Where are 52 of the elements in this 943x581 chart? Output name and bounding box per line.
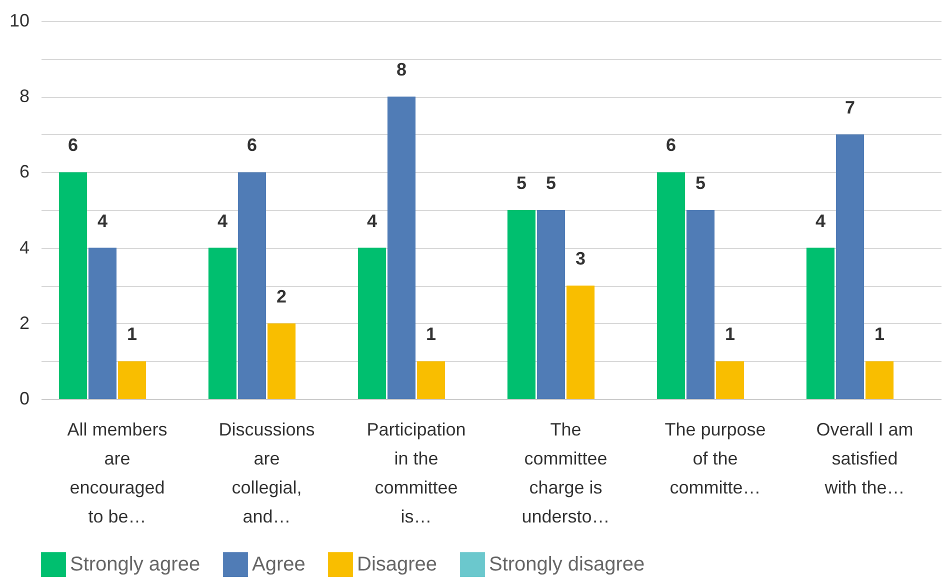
x-tick-label: All members are encouraged to be… xyxy=(67,420,168,526)
data-label: 6 xyxy=(666,135,676,156)
bar xyxy=(865,361,894,399)
legend-label: Strongly agree xyxy=(70,554,200,576)
legend-label: Agree xyxy=(252,554,306,576)
data-label: 1 xyxy=(874,324,885,344)
x-tick-label: Overall I am satisfied with the… xyxy=(816,420,914,498)
data-label: 5 xyxy=(546,173,556,193)
y-tick-label: 10 xyxy=(9,10,30,30)
bar xyxy=(387,96,416,399)
y-tick-label: 6 xyxy=(19,162,30,182)
bar xyxy=(267,323,296,399)
data-label: 2 xyxy=(276,286,287,306)
data-label: 4 xyxy=(366,210,377,231)
bar xyxy=(806,248,834,399)
bar xyxy=(88,248,117,399)
bar xyxy=(836,134,864,399)
data-label: 4 xyxy=(97,210,108,231)
data-label: 5 xyxy=(516,173,526,193)
x-tick-label: The committee charge is understo… xyxy=(522,420,610,526)
data-label: 3 xyxy=(576,248,586,269)
data-label: 1 xyxy=(127,324,138,344)
x-tick-label: The purpose of the committe… xyxy=(664,420,766,498)
bar xyxy=(238,172,266,399)
y-tick-label: 0 xyxy=(19,388,30,408)
data-label: 4 xyxy=(217,210,228,231)
bar xyxy=(686,210,715,399)
data-label: 5 xyxy=(695,173,706,193)
bar xyxy=(358,248,386,399)
x-tick-label: Participation in the committee is… xyxy=(366,420,466,526)
data-label: 4 xyxy=(815,210,826,231)
data-label: 7 xyxy=(844,97,855,118)
bar xyxy=(58,172,87,399)
data-label: 1 xyxy=(426,324,436,344)
data-label: 8 xyxy=(396,60,406,80)
bar xyxy=(118,361,146,399)
bar xyxy=(566,286,595,399)
y-tick-label: 4 xyxy=(19,237,30,258)
legend-label: Disagree xyxy=(357,554,438,576)
x-tick-label: Discussions are collegial, and… xyxy=(218,420,315,526)
bar xyxy=(416,361,446,399)
data-label: 6 xyxy=(246,135,257,156)
bar xyxy=(536,210,566,399)
legend-label: Strongly disagree xyxy=(489,554,645,576)
bar xyxy=(716,361,744,399)
data-label: 1 xyxy=(725,324,736,344)
y-tick-label: 8 xyxy=(19,86,30,106)
bar xyxy=(208,248,236,399)
bar xyxy=(507,210,536,399)
bar xyxy=(656,172,685,399)
y-tick-label: 2 xyxy=(19,312,30,333)
data-label: 6 xyxy=(68,135,78,156)
